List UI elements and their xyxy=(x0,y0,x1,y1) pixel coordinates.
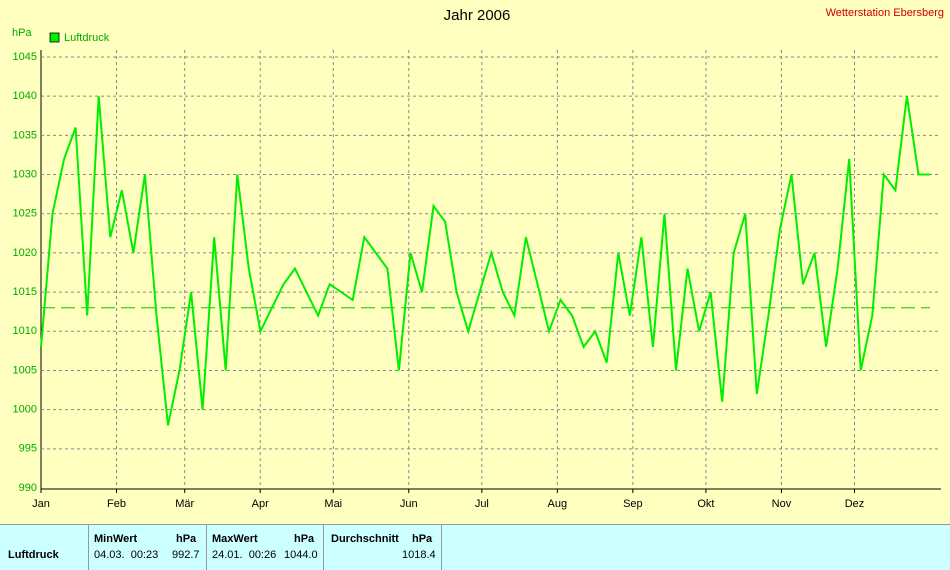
y-tick-label: 1020 xyxy=(13,247,37,259)
cell: 992.7 xyxy=(172,549,200,561)
x-tick-label: Feb xyxy=(107,498,126,510)
header: MaxWert xyxy=(212,533,258,545)
y-tick-label: 1030 xyxy=(13,168,37,180)
y-tick-label: 1015 xyxy=(13,286,37,298)
x-tick-label: Aug xyxy=(548,498,568,510)
chart: Jahr 2006 Wetterstation Ebersberg hPa Lu… xyxy=(12,7,944,510)
row-label: Luftdruck xyxy=(8,549,59,561)
legend-label: Luftdruck xyxy=(64,32,110,44)
data-line xyxy=(40,96,930,426)
y-tick-label: 1000 xyxy=(13,404,37,416)
y-axis-label: hPa xyxy=(12,27,32,39)
y-tick-label: 1045 xyxy=(13,51,37,63)
separator xyxy=(441,525,442,570)
x-tick-label: Sep xyxy=(623,498,643,510)
cell: 04.03. 00:23 xyxy=(94,549,159,561)
x-tick-label: Jul xyxy=(475,498,489,510)
header: hPa xyxy=(412,533,433,545)
y-tick-label: 1005 xyxy=(13,364,37,376)
cell: 1018.4 xyxy=(402,549,436,561)
header: Durchschnitt xyxy=(331,533,399,545)
stats-table: MinWert hPa MaxWert hPa Durchschnitt hPa… xyxy=(0,524,950,570)
y-tick-label: 1040 xyxy=(13,90,37,102)
y-tick-label: 1025 xyxy=(13,208,37,220)
x-tick-label: Okt xyxy=(697,498,714,510)
x-tick-label: Mai xyxy=(324,498,342,510)
x-tick-label: Apr xyxy=(252,498,269,510)
x-tick-label: Dez xyxy=(845,498,865,510)
x-tick-label: Jan xyxy=(32,498,50,510)
y-tick-label: 1035 xyxy=(13,129,37,141)
x-tick-label: Mär xyxy=(175,498,194,510)
chart-title: Jahr 2006 xyxy=(444,7,511,24)
y-tick-label: 995 xyxy=(19,443,37,455)
separator xyxy=(88,525,89,570)
y-tick-label: 990 xyxy=(19,482,37,494)
separator xyxy=(323,525,324,570)
header: hPa xyxy=(294,533,315,545)
legend-swatch xyxy=(49,32,60,43)
header: hPa xyxy=(176,533,197,545)
header: MinWert xyxy=(94,533,138,545)
x-tick-label: Nov xyxy=(772,498,792,510)
separator xyxy=(206,525,207,570)
station-name: Wetterstation Ebersberg xyxy=(826,7,944,19)
x-tick-label: Jun xyxy=(400,498,418,510)
cell: 24.01. 00:26 xyxy=(212,549,277,561)
y-tick-label: 1010 xyxy=(13,325,37,337)
cell: 1044.0 xyxy=(284,549,318,561)
